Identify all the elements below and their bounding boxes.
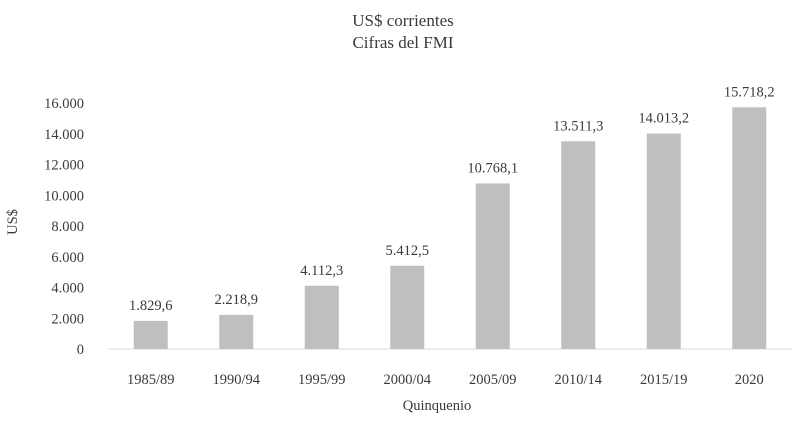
chart-title: US$ corrientes [352,11,454,30]
bar [732,107,767,349]
chart-subtitle: Cifras del FMI [352,33,453,52]
bar [304,285,339,349]
x-tick-label: 1990/94 [212,372,260,388]
x-tick-label: 2015/19 [640,372,688,388]
data-label: 13.511,3 [553,118,603,134]
bar [133,320,168,349]
x-tick-label: 2005/09 [469,372,517,388]
y-tick-label: 0 [77,342,84,358]
data-labels: 1.829,6 2.218,9 4.112,3 5.412,5 10.768,1 13.5… [129,84,775,314]
x-tick-label: 1995/99 [298,372,346,388]
y-tick-label: 12.000 [44,158,84,174]
data-label: 14.013,2 [638,111,689,127]
y-tick-label: 8.000 [51,219,84,235]
bar [390,265,425,349]
data-label: 10.768,1 [467,160,518,176]
y-tick-label: 2.000 [51,311,84,327]
bar [475,183,510,349]
data-label: 4.112,3 [300,263,343,279]
bar [219,314,254,349]
data-label: 15.718,2 [724,84,775,100]
y-tick-label: 10.000 [44,188,84,204]
data-label: 1.829,6 [129,298,173,314]
y-axis-label: US$ [5,209,21,235]
bars [133,107,767,349]
y-axis-ticks: 0 2.000 4.000 6.000 8.000 10.000 12.000 14.000 1… [44,96,84,358]
y-tick-label: 16.000 [44,96,84,112]
data-label: 2.218,9 [215,292,259,308]
y-tick-label: 4.000 [51,281,84,297]
bar [561,141,596,349]
x-axis-label: Quinquenio [403,398,471,414]
x-tick-label: 1985/89 [127,372,175,388]
x-tick-label: 2000/04 [383,372,431,388]
x-axis-ticks: 1985/89 1990/94 1995/99 2000/04 2005/09 2010/… [127,372,764,388]
y-tick-label: 6.000 [51,250,84,266]
bar [646,133,681,349]
data-label: 5.412,5 [386,243,430,259]
x-tick-label: 2010/14 [554,372,602,388]
x-tick-label: 2020 [735,372,764,388]
y-tick-label: 14.000 [44,127,84,143]
